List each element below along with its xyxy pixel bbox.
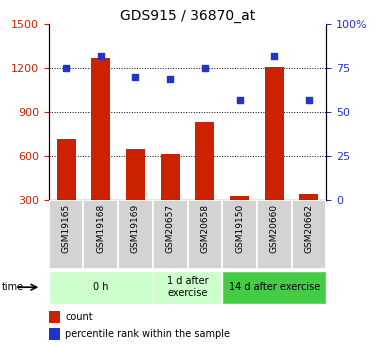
Point [98,53,104,59]
Text: 14 d after exercise: 14 d after exercise [229,282,320,292]
Point [167,76,173,81]
FancyBboxPatch shape [153,271,222,304]
Bar [299,194,318,200]
FancyBboxPatch shape [188,200,222,269]
FancyBboxPatch shape [49,200,83,269]
Point [306,97,312,102]
FancyBboxPatch shape [222,271,326,304]
Bar [195,122,214,200]
FancyBboxPatch shape [153,200,188,269]
Bar [49,310,60,323]
Text: percentile rank within the sample: percentile rank within the sample [65,329,230,339]
Text: GSM19168: GSM19168 [96,204,105,253]
Bar [230,196,249,200]
Text: count: count [65,312,93,322]
FancyBboxPatch shape [118,200,153,269]
Text: GSM20658: GSM20658 [200,204,209,253]
Point [237,97,243,102]
Text: GSM19169: GSM19169 [131,204,140,253]
Text: GSM20660: GSM20660 [270,204,279,253]
Point [63,66,69,71]
FancyBboxPatch shape [292,200,326,269]
Text: 1 d after
exercise: 1 d after exercise [166,276,208,298]
FancyBboxPatch shape [222,200,257,269]
Bar [57,139,76,200]
Text: GSM20662: GSM20662 [304,204,313,253]
Bar [91,58,110,200]
Point [271,53,277,59]
FancyBboxPatch shape [83,200,118,269]
FancyBboxPatch shape [49,271,153,304]
Title: GDS915 / 36870_at: GDS915 / 36870_at [120,9,255,23]
Text: GSM19165: GSM19165 [62,204,70,253]
Point [202,66,208,71]
Text: time: time [2,282,24,292]
Text: GSM20657: GSM20657 [166,204,175,253]
Bar [49,328,60,340]
FancyBboxPatch shape [257,200,292,269]
Bar [265,67,284,200]
Point [132,74,138,80]
Text: 0 h: 0 h [93,282,108,292]
Bar [126,149,145,200]
Bar [160,154,180,200]
Text: GSM19150: GSM19150 [235,204,244,253]
